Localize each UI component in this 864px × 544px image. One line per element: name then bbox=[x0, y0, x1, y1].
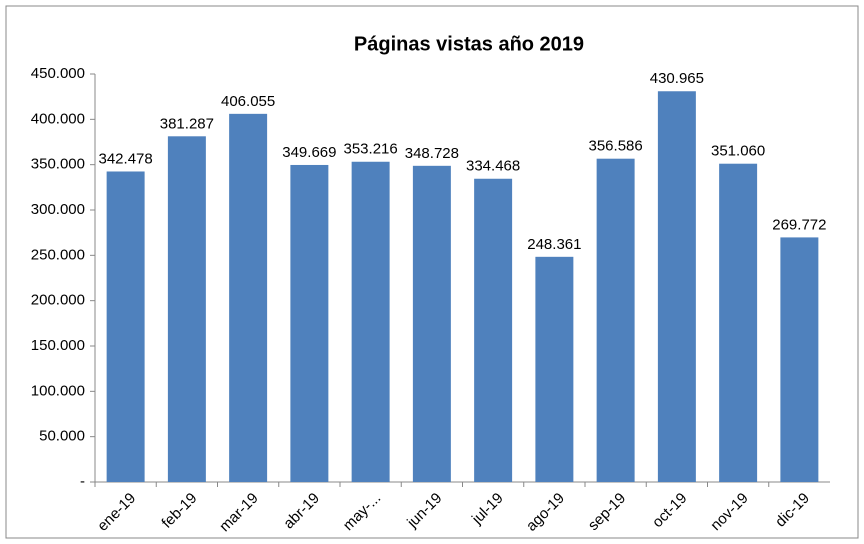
data-label: 351.060 bbox=[711, 143, 765, 160]
y-tick-label: 400.000 bbox=[31, 110, 85, 127]
bar bbox=[596, 158, 635, 482]
data-label: 349.669 bbox=[282, 144, 336, 161]
bar bbox=[167, 136, 206, 482]
bar bbox=[780, 237, 819, 482]
data-label: 353.216 bbox=[344, 141, 398, 158]
data-label: 269.772 bbox=[772, 216, 826, 233]
chart-title: Páginas vistas año 2019 bbox=[354, 33, 584, 55]
bar bbox=[412, 165, 451, 482]
data-label: 381.287 bbox=[160, 115, 214, 132]
y-tick-label: 300.000 bbox=[31, 201, 85, 218]
data-label: 334.468 bbox=[466, 158, 520, 175]
y-tick-label: 450.000 bbox=[31, 65, 85, 82]
bar bbox=[106, 171, 145, 482]
y-tick-label: 200.000 bbox=[31, 292, 85, 309]
y-tick-label: 350.000 bbox=[31, 156, 85, 173]
bar bbox=[290, 164, 329, 482]
y-tick-label: - bbox=[80, 473, 85, 490]
data-label: 248.361 bbox=[527, 236, 581, 253]
bar bbox=[229, 113, 268, 482]
data-label: 406.055 bbox=[221, 93, 275, 110]
y-tick-label: 100.000 bbox=[31, 382, 85, 399]
bar bbox=[719, 163, 758, 482]
y-tick-label: 150.000 bbox=[31, 337, 85, 354]
y-tick-label: 250.000 bbox=[31, 246, 85, 263]
bar bbox=[535, 256, 574, 482]
data-label: 348.728 bbox=[405, 145, 459, 162]
bar bbox=[657, 91, 696, 483]
data-label: 430.965 bbox=[650, 70, 704, 87]
y-tick-label: 50.000 bbox=[39, 428, 85, 445]
bar bbox=[351, 161, 390, 482]
data-label: 342.478 bbox=[99, 150, 153, 167]
bar bbox=[474, 178, 513, 482]
data-label: 356.586 bbox=[589, 138, 643, 155]
